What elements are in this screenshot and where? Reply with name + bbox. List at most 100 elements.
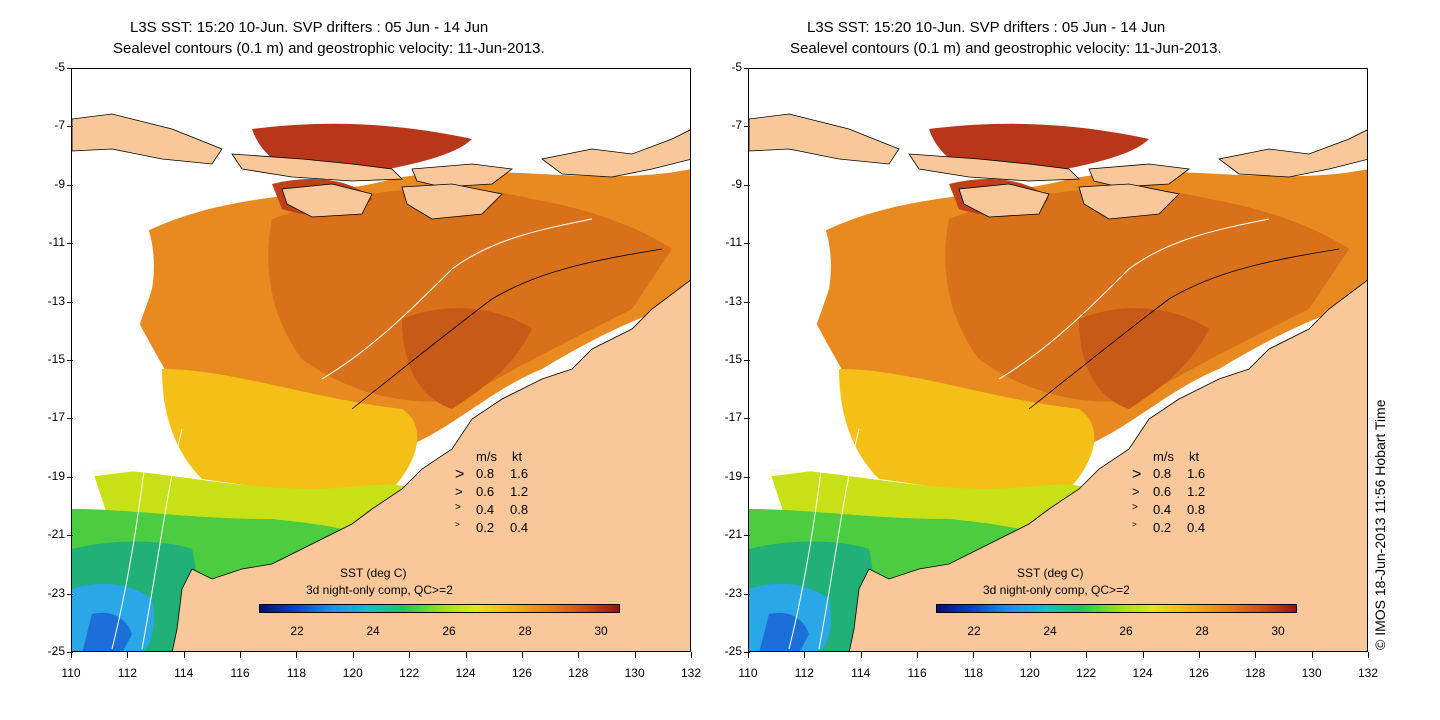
panel-title-line1: L3S SST: 15:20 10-Jun. SVP drifters : 05… [807, 19, 1166, 36]
lat-tick-mark [67, 652, 73, 653]
sst-colorbar [936, 604, 1297, 613]
lat-tick-label: -23 [724, 585, 742, 600]
lat-tick-mark [67, 301, 73, 303]
lat-tick-mark [67, 418, 73, 420]
map-panel-right: L3S SST: 15:20 10-Jun. SVP drifters : 05… [677, 0, 1377, 720]
lat-tick-mark [744, 68, 750, 69]
lat-tick-label: -9 [54, 176, 65, 191]
panel-title-line2: Sealevel contours (0.1 m) and geostrophi… [790, 40, 1222, 57]
lon-tick-label: 126 [1188, 666, 1209, 680]
lon-tick-label: 118 [286, 666, 307, 680]
speed-value-ms: 0.4 [1153, 502, 1172, 517]
lat-tick-mark [744, 476, 750, 478]
speed-arrow-icon: > [1132, 466, 1142, 483]
speed-value-ms: 0.8 [476, 466, 495, 481]
lon-tick-mark [917, 652, 919, 658]
speed-arrow-icon: > [455, 520, 460, 529]
lat-tick-label: -5 [731, 60, 742, 74]
panel-title-line1: L3S SST: 15:20 10-Jun. SVP drifters : 05… [130, 19, 489, 36]
lat-tick-mark [744, 301, 750, 303]
lat-tick-label: -11 [725, 235, 742, 250]
lon-tick-label: 110 [61, 666, 81, 680]
lon-tick-label: 126 [511, 666, 532, 680]
lat-tick-mark [744, 418, 750, 420]
lat-tick-label: -7 [731, 118, 742, 133]
speed-legend-header-kt: kt [512, 449, 523, 464]
sst-field [749, 69, 1367, 651]
speed-legend-header-ms: m/s [1153, 449, 1174, 464]
speed-value-ms: 0.6 [476, 484, 495, 499]
sst-field [72, 69, 690, 651]
lon-tick-label: 122 [399, 666, 420, 680]
colorbar-tick-label: 28 [1195, 624, 1209, 638]
colorbar-tick-label: 26 [1119, 624, 1133, 638]
lat-tick-label: -19 [47, 468, 65, 483]
lon-tick-label: 114 [174, 666, 194, 680]
lat-tick-label: -25 [724, 644, 742, 658]
lon-tick-mark [240, 652, 242, 658]
lon-tick-label: 130 [1301, 666, 1322, 680]
lon-tick-label: 128 [568, 666, 589, 680]
lat-tick-mark [67, 184, 73, 186]
speed-value-kt: 1.6 [1187, 466, 1206, 481]
lon-tick-mark [409, 652, 411, 658]
lat-tick-mark [67, 126, 73, 128]
lon-tick-mark [578, 652, 580, 658]
lat-tick-mark [67, 535, 73, 537]
speed-arrow-icon: > [1132, 520, 1137, 529]
speed-value-ms: 0.8 [1153, 466, 1172, 481]
speed-arrow-icon: > [455, 484, 463, 499]
lon-tick-mark [634, 652, 636, 658]
colorbar-tick-label: 22 [290, 624, 304, 638]
lon-tick-mark [127, 652, 129, 658]
lat-tick-mark [67, 68, 73, 69]
sst-map [71, 68, 691, 652]
lon-tick-label: 116 [907, 666, 927, 680]
speed-value-kt: 1.2 [1187, 484, 1206, 499]
lon-tick-mark [465, 652, 467, 658]
lon-tick-mark [1198, 652, 1200, 658]
speed-arrow-icon: > [1132, 502, 1138, 513]
lat-tick-label: -21 [47, 527, 65, 542]
lat-tick-label: -15 [724, 352, 742, 366]
lon-tick-label: 132 [1357, 666, 1379, 680]
colorbar-tick-label: 26 [442, 624, 456, 638]
lat-tick-label: -15 [47, 352, 65, 366]
lat-tick-mark [744, 360, 750, 361]
speed-value-kt: 0.4 [510, 520, 529, 535]
lon-tick-mark [748, 652, 749, 658]
lat-tick-mark [67, 243, 73, 245]
colorbar-title: SST (deg C) [1017, 566, 1084, 580]
speed-arrow-icon: > [455, 502, 461, 513]
lat-tick-label: -21 [724, 527, 742, 542]
lat-tick-label: -9 [731, 176, 742, 191]
lon-tick-label: 128 [1245, 666, 1266, 680]
colorbar-tick-label: 22 [967, 624, 981, 638]
lon-tick-label: 118 [963, 666, 984, 680]
lat-tick-label: -13 [724, 293, 742, 308]
lat-tick-label: -23 [47, 585, 65, 600]
lon-tick-mark [691, 652, 692, 658]
lat-tick-mark [67, 476, 73, 478]
lat-tick-mark [67, 593, 73, 595]
lon-tick-mark [1086, 652, 1088, 658]
lat-tick-label: -5 [54, 60, 65, 74]
lon-tick-label: 132 [680, 666, 702, 680]
lon-tick-mark [1142, 652, 1144, 658]
lat-tick-mark [744, 184, 750, 186]
lat-tick-label: -17 [47, 410, 65, 425]
lat-tick-mark [744, 535, 750, 537]
lon-tick-label: 122 [1076, 666, 1097, 680]
lat-tick-label: -17 [724, 410, 742, 425]
lon-tick-mark [521, 652, 523, 658]
lon-tick-label: 120 [1019, 666, 1040, 680]
colorbar-subtitle: 3d night-only comp, QC>=2 [983, 583, 1130, 597]
lon-tick-mark [1311, 652, 1313, 658]
lon-tick-label: 116 [230, 666, 250, 680]
lon-tick-label: 124 [455, 666, 476, 680]
lon-tick-mark [1029, 652, 1031, 658]
sst-colorbar [259, 604, 620, 613]
speed-value-kt: 0.4 [1187, 520, 1206, 535]
speed-value-kt: 1.2 [510, 484, 529, 499]
lon-tick-label: 124 [1132, 666, 1153, 680]
